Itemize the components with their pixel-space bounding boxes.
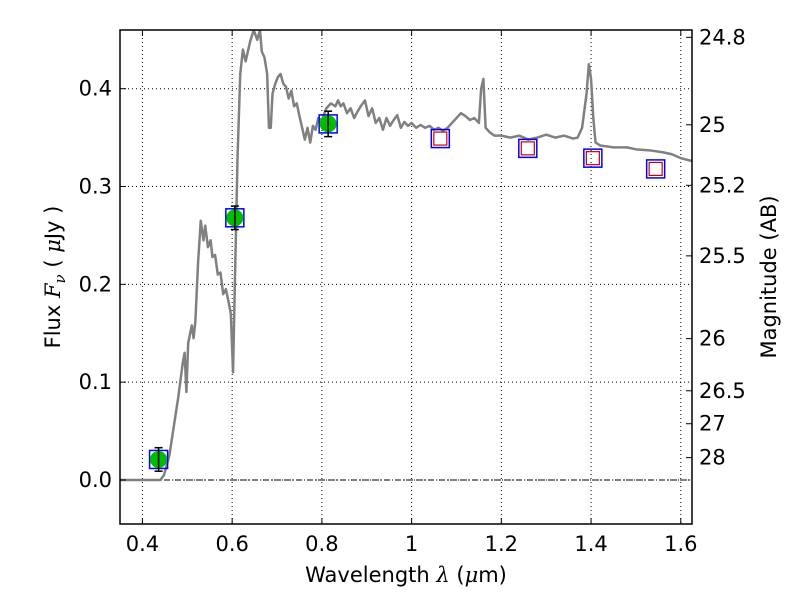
x-tick-label: 0.4	[126, 532, 159, 556]
photometry-markers	[148, 110, 666, 472]
plot-frame	[119, 29, 693, 525]
x-tick-label: 1.6	[664, 532, 697, 556]
magnitude-tick-label: 27	[699, 412, 726, 436]
axis-ticks: 0.4 0.6 0.8 1 1.2 1.4 1.6 0.0 0.1 0.2 0.3 0.4 24.8 25…	[79, 25, 746, 556]
model-inner-square	[520, 141, 535, 156]
magnitude-tick-label: 28	[699, 446, 726, 470]
model-inner-square	[433, 131, 448, 146]
magnitude-tick-label: 26	[699, 327, 726, 351]
magnitude-tick-label: 26.5	[699, 379, 746, 403]
x-tick-label: 1.2	[485, 532, 518, 556]
model-photometry-square	[645, 159, 666, 179]
model-inner-square	[585, 151, 600, 166]
y-axis-label: Flux Fν ( μJy )	[41, 206, 69, 349]
x-tick-label: 1.4	[574, 532, 607, 556]
model-photometry-square	[518, 138, 538, 159]
magnitude-axis-label: Magnitude (AB)	[757, 195, 781, 358]
x-tick-label: 1	[405, 532, 418, 556]
model-photometry-square	[430, 128, 451, 149]
x-tick-label: 0.6	[215, 532, 248, 556]
sed-model-line	[120, 30, 692, 482]
x-tick-label: 0.8	[305, 532, 338, 556]
y-tick-label: 0.2	[79, 272, 112, 296]
y-tick-label: 0.3	[79, 175, 112, 199]
model-inner-square	[648, 161, 663, 177]
magnitude-tick-label: 25.2	[699, 173, 746, 197]
magnitude-tick-label: 24.8	[699, 25, 746, 49]
magnitude-tick-label: 25	[699, 113, 726, 137]
sed-model-series	[120, 30, 692, 482]
y-tick-label: 0.1	[79, 370, 112, 394]
x-axis-label: Wavelength λ (μm)	[305, 563, 507, 587]
y-tick-label: 0.4	[79, 77, 112, 101]
model-photometry-square	[583, 148, 603, 168]
magnitude-tick-label: 25.5	[699, 244, 746, 268]
y-tick-label: 0.0	[79, 468, 112, 492]
